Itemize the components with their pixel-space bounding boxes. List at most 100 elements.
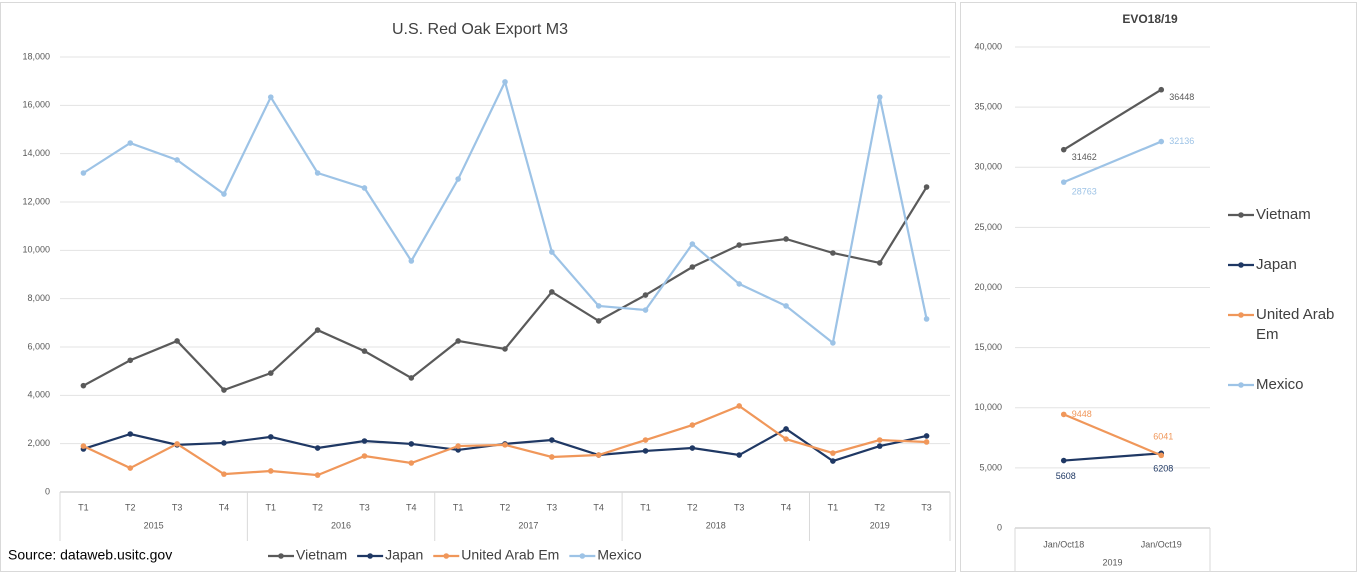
point (1158, 452, 1165, 459)
point (221, 191, 227, 197)
point (361, 453, 368, 459)
legend-label: Vietnam (1256, 206, 1311, 223)
chart-title: EVO18/19 (1122, 12, 1178, 26)
legend-swatch-dot (1238, 262, 1244, 268)
point (783, 303, 789, 309)
data-label: 31462 (1072, 152, 1097, 162)
y-tick-label: 4,000 (27, 390, 50, 400)
series-line (82, 186, 928, 392)
right-panel (960, 2, 1357, 572)
point (736, 403, 743, 409)
x-tick-label: T3 (359, 502, 370, 512)
point (314, 472, 321, 478)
point (736, 242, 743, 248)
legend-label: Japan (1256, 256, 1297, 273)
legend-label: Vietnam (296, 547, 347, 563)
point (80, 170, 87, 176)
series-line (1063, 140, 1162, 184)
y-tick-label: 35,000 (974, 102, 1002, 112)
legend-item: Vietnam (1228, 205, 1353, 225)
point (221, 440, 227, 446)
point (830, 250, 836, 256)
y-tick-label: 10,000 (974, 402, 1002, 412)
point (502, 442, 508, 448)
point (689, 422, 696, 428)
legend-item: United Arab Em (433, 547, 559, 563)
x-group-label: 2015 (144, 520, 164, 530)
x-group-label: 2019 (870, 520, 890, 530)
point (1158, 86, 1165, 93)
point (830, 340, 836, 346)
point (923, 316, 930, 322)
point (408, 441, 415, 447)
y-tick-label: 10,000 (22, 245, 50, 255)
point (876, 437, 883, 443)
y-tick-label: 14,000 (22, 148, 50, 158)
point (1060, 179, 1067, 185)
point (314, 445, 321, 451)
x-tick-label: T2 (874, 502, 885, 512)
point (408, 375, 415, 381)
legend-swatch (1228, 262, 1254, 268)
legend-item: Japan (357, 547, 423, 563)
point (1158, 138, 1165, 145)
legend-item: United Arab Em (1228, 305, 1353, 345)
legend-swatch (1228, 312, 1254, 318)
point (80, 382, 87, 389)
point (127, 465, 134, 471)
point (830, 450, 836, 456)
x-group-label: 2018 (706, 520, 726, 530)
y-tick-label: 2,000 (27, 438, 50, 448)
y-tick-label: 5,000 (979, 462, 1002, 472)
data-label: 32136 (1169, 136, 1194, 146)
x-tick-label: T4 (593, 502, 604, 512)
x-tick-label: T1 (453, 502, 464, 512)
point (455, 443, 461, 449)
point (549, 437, 555, 443)
point (736, 452, 743, 458)
x-group-label: 2017 (518, 520, 538, 530)
legend-item: Mexico (1228, 375, 1353, 395)
legend-item: Mexico (569, 547, 642, 563)
y-tick-label: 0 (45, 486, 50, 496)
point (642, 448, 649, 454)
legend: Vietnam Japan United Arab Em Mexico (1228, 205, 1353, 425)
y-tick-label: 8,000 (27, 293, 50, 303)
point (923, 433, 930, 439)
data-label: 36448 (1169, 92, 1194, 102)
point (314, 327, 321, 333)
y-tick-label: 25,000 (974, 222, 1002, 232)
point (455, 447, 461, 453)
x-tick-label: T4 (781, 502, 792, 512)
legend-label: Mexico (597, 547, 642, 563)
x-tick-label: Jan/Oct18 (1043, 539, 1084, 549)
point (267, 94, 274, 100)
legend-swatch (443, 553, 450, 559)
point (830, 458, 836, 464)
point (1060, 457, 1067, 464)
point (361, 185, 368, 191)
legend-swatch (278, 553, 284, 559)
data-label: 6041 (1153, 432, 1173, 442)
y-tick-label: 0 (997, 522, 1002, 532)
point (502, 79, 508, 85)
legend-swatch (1228, 212, 1254, 218)
point (549, 249, 555, 255)
point (876, 260, 883, 266)
point (783, 426, 789, 432)
point (174, 157, 180, 163)
x-tick-label: T2 (312, 502, 323, 512)
x-tick-label: T1 (828, 502, 839, 512)
point (127, 431, 134, 437)
x-tick-label: T2 (125, 502, 136, 512)
point (876, 443, 883, 449)
legend-label: Japan (385, 547, 423, 563)
point (595, 452, 602, 458)
point (221, 387, 227, 393)
legend-swatch-dot (1238, 382, 1244, 388)
series-line (82, 78, 928, 345)
data-label: 5608 (1056, 471, 1076, 481)
point (502, 346, 508, 352)
x-tick-label: T4 (219, 502, 230, 512)
series-line (1063, 88, 1162, 151)
